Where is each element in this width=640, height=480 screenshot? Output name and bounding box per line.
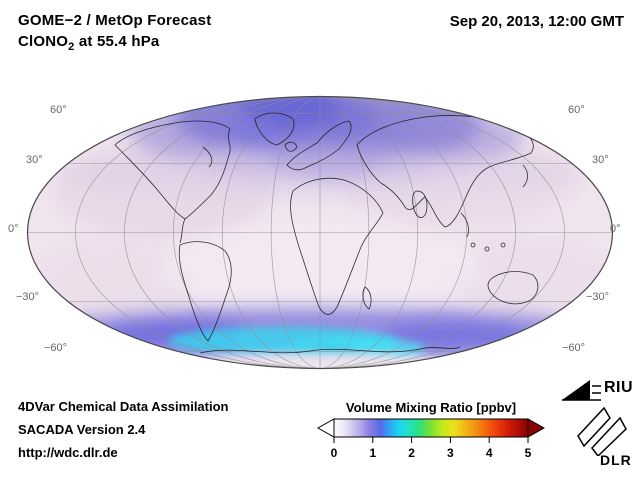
lat-label-right-60: 60° (568, 104, 585, 116)
colorbar (316, 418, 546, 443)
lat-label-right-m60: −60° (562, 342, 586, 354)
world-map-container (25, 95, 615, 370)
lat-label-left-m30: −30° (16, 291, 40, 303)
riu-logo (562, 378, 602, 407)
figure-title: GOME−2 / MetOp Forecast ClONO2 at 55.4 h… (18, 12, 211, 53)
mollweide-map (26, 95, 614, 370)
lat-label-left-30: 30° (26, 154, 43, 166)
riu-logo-icon (562, 380, 601, 401)
dlr-logo (576, 404, 632, 461)
dlr-logo-text: DLR (600, 452, 632, 468)
wdc-url: http://wdc.dlr.de (18, 445, 118, 460)
tick-2: 2 (408, 446, 415, 460)
dlr-wings-icon (577, 406, 627, 458)
species-subscript: 2 (68, 41, 75, 53)
colorbar-title: Volume Mixing Ratio [ppbv] (345, 400, 517, 415)
assimilation-label: 4DVar Chemical Data Assimilation (18, 399, 229, 414)
colorbar-right-arrow (527, 418, 546, 438)
colorbar-tick-labels: 0 1 2 3 4 5 (316, 446, 546, 460)
lat-label-right-m30: −30° (586, 291, 610, 303)
map-outline (26, 95, 614, 370)
lat-label-left-60: 60° (50, 104, 67, 116)
lat-label-left-0: 0° (8, 223, 19, 235)
title-line-1: GOME−2 / MetOp Forecast (18, 12, 212, 29)
tick-1: 1 (369, 446, 377, 460)
lat-label-right-0: 0° (610, 223, 621, 235)
colorbar-gradient-bar (333, 418, 529, 438)
forecast-datetime: Sep 20, 2013, 12:00 GMT (449, 13, 624, 30)
species-name: ClONO (18, 33, 69, 50)
title-line-2: ClONO2 at 55.4 hPa (18, 33, 211, 53)
tick-4: 4 (485, 446, 493, 460)
version-label: SACADA Version 2.4 (18, 422, 146, 437)
species-level: at 55.4 hPa (74, 33, 160, 50)
tick-5: 5 (524, 446, 532, 460)
colorbar-tick-marks (333, 437, 529, 443)
lat-label-left-m60: −60° (44, 342, 68, 354)
colorbar-container (316, 418, 546, 451)
tick-3: 3 (447, 446, 454, 460)
tick-0: 0 (330, 446, 338, 460)
coastlines (114, 112, 577, 354)
lat-label-right-30: 30° (592, 154, 609, 166)
colorbar-left-arrow (316, 418, 335, 438)
riu-logo-text: RIU (604, 379, 634, 396)
